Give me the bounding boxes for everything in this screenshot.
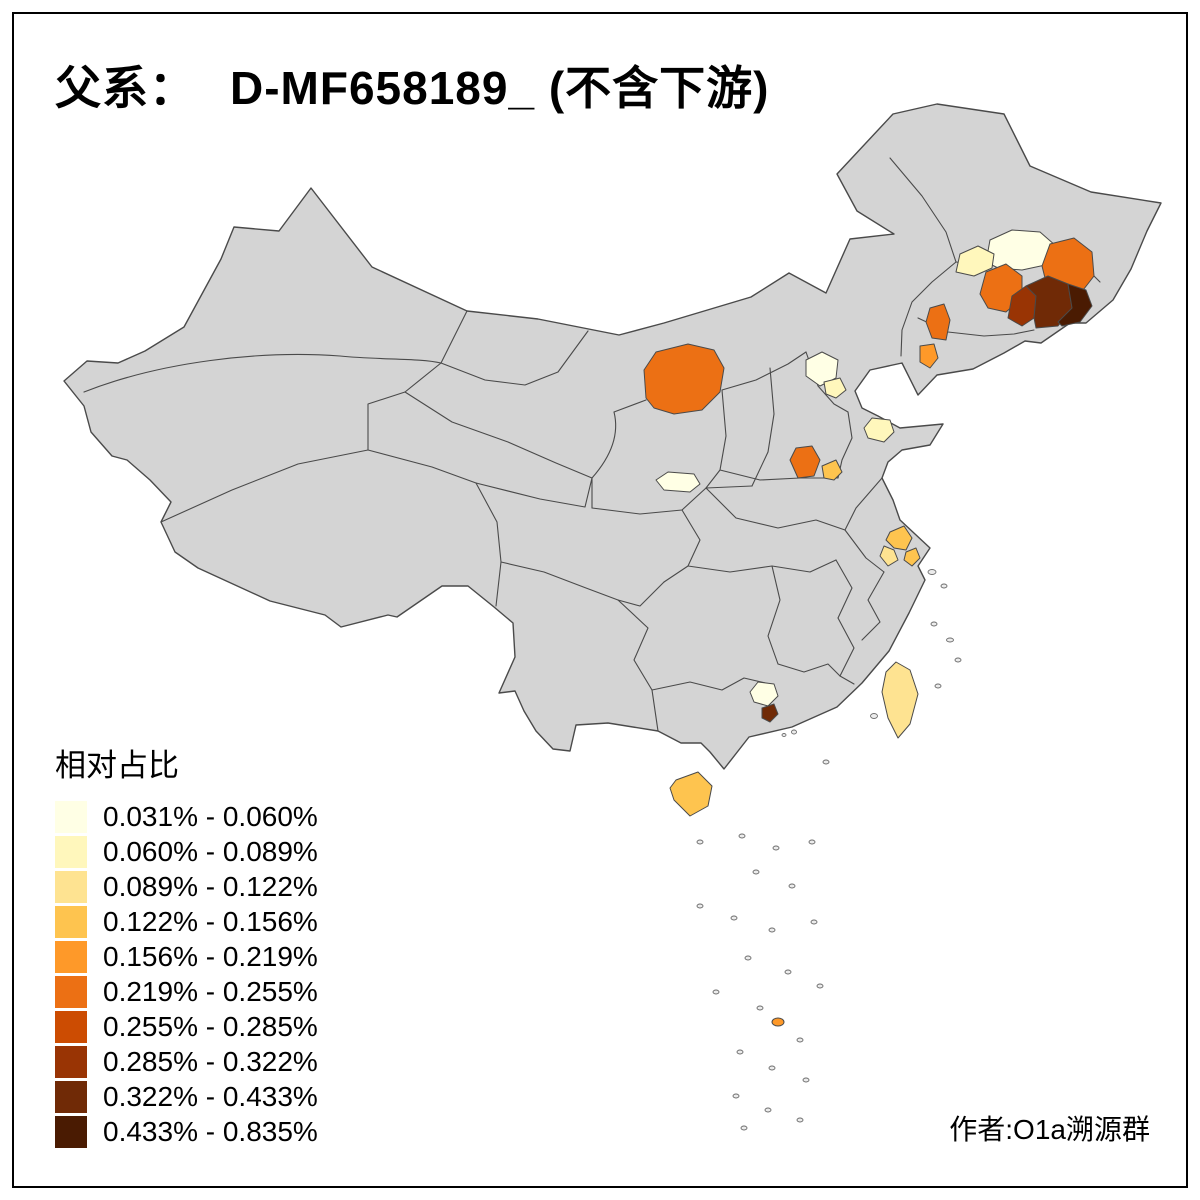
- legend-swatch: [55, 835, 87, 868]
- region-liaoning-north-orange: [925, 303, 951, 341]
- legend-label: 0.433% - 0.835%: [103, 1115, 318, 1147]
- legend-label: 0.031% - 0.060%: [103, 800, 318, 832]
- legend-row: 0.031% - 0.060%: [55, 799, 318, 834]
- legend-row: 0.255% - 0.285%: [55, 1009, 318, 1044]
- legend-swatch: [55, 870, 87, 903]
- region-heilongjiang-west-pale: [955, 245, 995, 277]
- region-guangdong-pearl-cream: [749, 681, 779, 707]
- legend-label: 0.060% - 0.089%: [103, 835, 318, 867]
- legend-swatch: [55, 1080, 87, 1113]
- region-shandong-southwest-gold: [821, 459, 843, 481]
- legend-row: 0.122% - 0.156%: [55, 904, 318, 939]
- legend-swatch: [55, 905, 87, 938]
- legend-swatch: [55, 975, 87, 1008]
- legend-label: 0.122% - 0.156%: [103, 905, 318, 937]
- legend-label: 0.156% - 0.219%: [103, 940, 318, 972]
- region-beijing-area-pale: [823, 377, 847, 399]
- region-inner-mongolia-west: [643, 343, 725, 415]
- region-hainan: [669, 771, 713, 817]
- legend-swatch: [55, 940, 87, 973]
- legend-row: 0.322% - 0.433%: [55, 1079, 318, 1114]
- region-shandong-northwest-pale: [863, 417, 895, 443]
- region-jiangsu-southeast-pale: [879, 545, 899, 567]
- legend-swatch: [55, 1045, 87, 1078]
- legend: 相对占比 0.031% - 0.060% 0.060% - 0.089% 0.0…: [55, 740, 318, 1149]
- region-shanghai-gold: [903, 547, 921, 567]
- legend-swatch: [55, 1115, 87, 1148]
- attribution: 作者:O1a溯源群: [949, 1114, 1150, 1145]
- title-prefix: 父系：: [55, 62, 196, 114]
- legend-label: 0.322% - 0.433%: [103, 1080, 318, 1112]
- legend-swatch: [55, 800, 87, 833]
- region-liaoning-south-gold: [919, 343, 939, 369]
- legend-label: 0.285% - 0.322%: [103, 1045, 318, 1077]
- highlighted-regions: [643, 229, 1095, 1027]
- legend-row: 0.156% - 0.219%: [55, 939, 318, 974]
- legend-row: 0.089% - 0.122%: [55, 869, 318, 904]
- region-jilin-east-darkest: [1057, 283, 1093, 327]
- legend-title: 相对占比: [55, 748, 179, 783]
- page-title: 父系： D-MF658189_ (不含下游): [55, 52, 769, 118]
- region-jilin-southeast-dark: [1025, 275, 1073, 329]
- region-henan-northeast-orange: [789, 445, 821, 479]
- legend-label: 0.089% - 0.122%: [103, 870, 318, 902]
- region-south-china-sea-island: [771, 1017, 785, 1027]
- title-main: D-MF658189_ (不含下游): [230, 62, 770, 114]
- legend-label: 0.255% - 0.285%: [103, 1010, 318, 1042]
- region-jiangsu-south-gold: [885, 525, 913, 551]
- mainland-china-shape: [63, 103, 1162, 770]
- legend-row: 0.433% - 0.835%: [55, 1114, 318, 1149]
- legend-label: 0.219% - 0.255%: [103, 975, 318, 1007]
- legend-row: 0.285% - 0.322%: [55, 1044, 318, 1079]
- region-pearl-delta-dark: [761, 703, 779, 723]
- legend-row: 0.060% - 0.089%: [55, 834, 318, 869]
- legend-swatch: [55, 1010, 87, 1043]
- region-shaanxi-cream: [655, 471, 701, 493]
- island-specks: [696, 569, 962, 1131]
- region-beijing-area-cream: [805, 351, 839, 387]
- legend-row: 0.219% - 0.255%: [55, 974, 318, 1009]
- region-taiwan: [881, 661, 919, 739]
